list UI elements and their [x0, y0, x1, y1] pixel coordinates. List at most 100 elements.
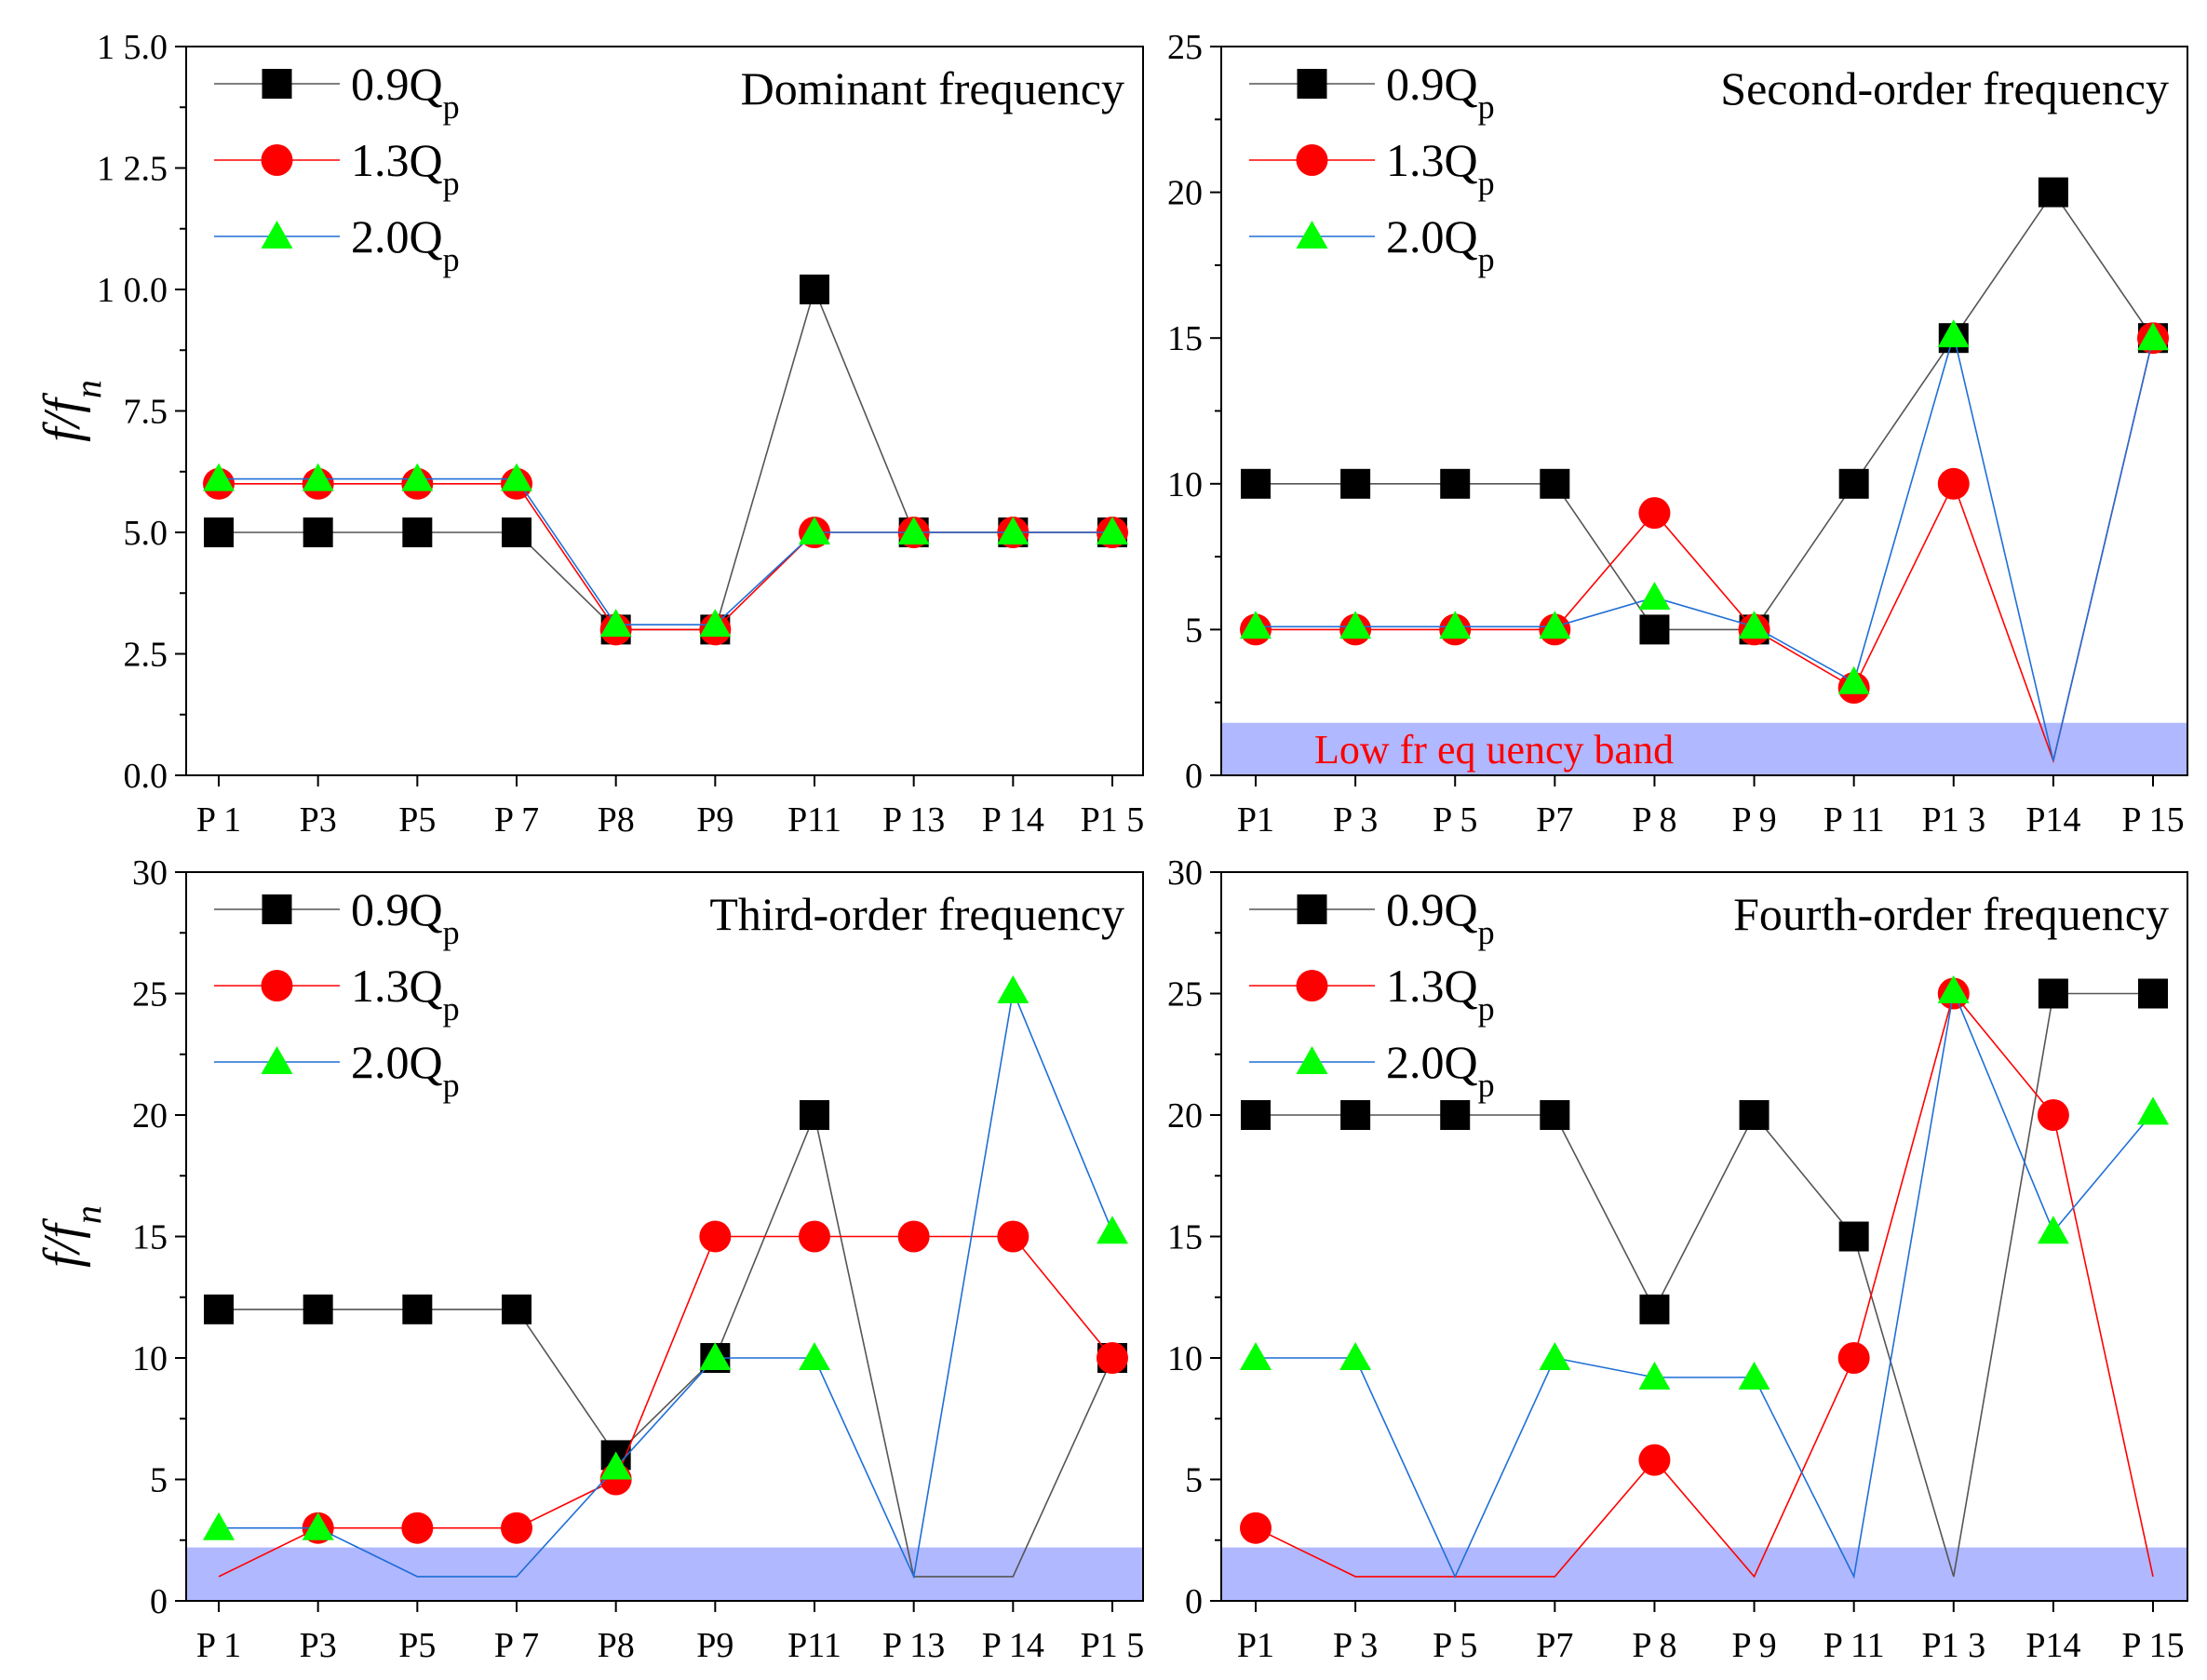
- legend-label-main: 0.9Q: [1386, 883, 1478, 935]
- plot-frame: [185, 46, 1144, 776]
- data-point-3-p9: [699, 609, 732, 638]
- x-tick-label: P 1: [196, 800, 241, 840]
- legend-label-sub: p: [1478, 165, 1495, 202]
- y-axis-label: f/fn: [34, 1205, 109, 1268]
- data-point-1-p5: [402, 1294, 433, 1324]
- chart-panel-1: 0.0 2.5 5.0 7.5 1 0.0 1 2.5 1 5.0 P 1 P3 P5 P 7 P8 P…: [34, 28, 1144, 840]
- series-line-1: [1256, 191, 2154, 631]
- data-point-2-p1: [1240, 1512, 1272, 1544]
- data-point-1-p3: [1340, 1100, 1371, 1130]
- legend-marker-1: [1297, 69, 1327, 99]
- legend-label-sub: p: [1478, 241, 1495, 278]
- low-frequency-band: [1221, 722, 2187, 775]
- data-point-2-p8: [1638, 1444, 1671, 1476]
- legend-label-3: 2.0Qp: [1386, 1036, 1495, 1104]
- data-point-3-p3: [1339, 611, 1372, 639]
- data-point-1-p7: [502, 1294, 532, 1324]
- data-point-3-p11: [1837, 665, 1870, 694]
- data-point-3-p14: [997, 517, 1029, 544]
- x-tick-label: P1 3: [1921, 1626, 1985, 1665]
- legend-label-sub: p: [1478, 88, 1495, 126]
- x-tick-label: P14: [2025, 800, 2080, 840]
- legend-label-main: 0.9Q: [351, 58, 443, 110]
- legend-label-main: 2.0Q: [1386, 210, 1478, 262]
- legend-label-main: 1.3Q: [1386, 960, 1478, 1012]
- data-point-3-p1: [203, 1512, 235, 1540]
- y-tick-label: 5.0: [124, 514, 168, 553]
- legend-label-main: 2.0Q: [351, 1036, 443, 1088]
- band-label: Low fr eq uency band: [1314, 727, 1674, 773]
- series-line-2: [219, 482, 1112, 631]
- data-point-3-p5: [1439, 611, 1472, 639]
- x-tick-label: P14: [2025, 1626, 2080, 1665]
- y-axis-label-sub: n: [67, 380, 109, 398]
- legend-marker-2: [261, 970, 293, 1001]
- plot-frame: [1220, 46, 2188, 776]
- series-line-1: [219, 1112, 1113, 1578]
- x-tick-label: P 5: [1433, 1626, 1477, 1665]
- y-tick-label: 25: [132, 975, 168, 1015]
- data-point-3-p9: [699, 1342, 732, 1370]
- data-point-1-p1: [1241, 468, 1271, 499]
- legend-label-sub: p: [443, 165, 460, 202]
- data-point-3-p14: [997, 974, 1029, 1003]
- x-tick-label: P5: [398, 800, 436, 840]
- data-point-2-p14: [2037, 1099, 2069, 1131]
- legend-marker-1: [262, 894, 292, 924]
- y-tick-label: 5: [1185, 611, 1203, 650]
- x-tick-label: P 3: [1333, 800, 1378, 840]
- legend-marker-1: [1297, 894, 1327, 924]
- y-tick-label: 1 0.0: [97, 271, 168, 310]
- legend-label-sub: p: [1478, 990, 1495, 1028]
- x-tick-label: P 11: [1823, 800, 1885, 840]
- series-line-3: [219, 988, 1113, 1579]
- y-tick-label: 1 2.5: [97, 150, 168, 189]
- legend-label-sub: p: [443, 88, 460, 126]
- data-point-1-p1: [204, 1294, 234, 1324]
- low-frequency-band: [186, 1547, 1143, 1601]
- legend-label-main: 2.0Q: [351, 210, 443, 262]
- x-tick-label: P5: [398, 1626, 436, 1665]
- data-point-1-p7: [1540, 1100, 1570, 1130]
- x-tick-label: P 9: [1731, 1626, 1776, 1665]
- series-line-1: [1256, 992, 2153, 1578]
- legend-marker-2: [1296, 970, 1328, 1001]
- legend-label-3: 2.0Qp: [1386, 210, 1495, 278]
- x-tick-label: P1 3: [1921, 800, 1985, 840]
- y-tick-label: 15: [132, 1218, 168, 1257]
- y-tick-label: 25: [1167, 28, 1203, 67]
- chart-title: Third-order frequency: [709, 888, 1124, 940]
- data-point-3-p1: [203, 463, 235, 491]
- y-tick-label: 30: [132, 853, 168, 893]
- data-point-1-p3: [1340, 468, 1371, 499]
- data-point-2-p9: [699, 1220, 732, 1253]
- x-tick-label: P11: [787, 800, 841, 840]
- legend-marker-1: [262, 69, 292, 99]
- x-tick-label: P 13: [882, 800, 945, 840]
- data-point-2-p13: [897, 1220, 930, 1253]
- data-point-2-p5: [401, 1512, 434, 1544]
- data-point-3-p8: [1638, 1361, 1671, 1390]
- data-point-3-p9: [1738, 611, 1770, 639]
- legend: 0.9Q p1.3Qp 2.0Qp: [1249, 883, 1495, 1104]
- y-tick-label: 0: [150, 1582, 168, 1621]
- legend-label-main: 1.3Q: [351, 960, 443, 1012]
- legend-label-2: 1.3Qp: [1386, 960, 1495, 1028]
- data-point-1-p7: [502, 517, 532, 547]
- y-tick-label: 5: [1185, 1461, 1203, 1500]
- legend-label-main: 1.3Q: [1386, 134, 1478, 186]
- data-point-1-p5: [1440, 1100, 1471, 1130]
- x-tick-label: P1 5: [1081, 1626, 1145, 1665]
- x-tick-label: P 8: [1632, 800, 1676, 840]
- series-line-3: [1256, 331, 2154, 761]
- data-point-3-p3: [1339, 1342, 1372, 1370]
- x-tick-label: P7: [1536, 1626, 1573, 1665]
- x-tick-label: P 11: [1823, 1626, 1885, 1665]
- data-point-3-p5: [401, 463, 434, 491]
- x-tick-label: P 15: [2121, 800, 2184, 840]
- y-tick-label: 0: [1185, 1582, 1203, 1621]
- legend-marker-3: [261, 221, 293, 249]
- legend-label-sub: p: [443, 1067, 460, 1104]
